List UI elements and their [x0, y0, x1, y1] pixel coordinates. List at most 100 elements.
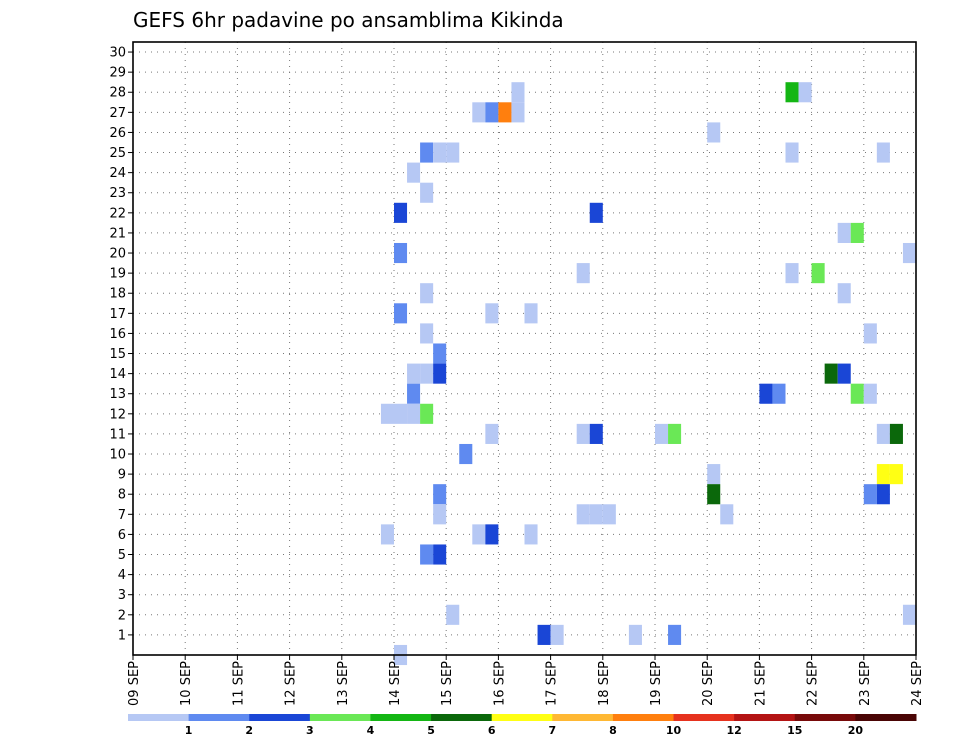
heatmap-cell [850, 222, 864, 243]
heatmap-cell [811, 263, 825, 284]
heatmap-cell [394, 242, 408, 264]
heatmap-cell [576, 504, 590, 525]
heatmap-cell [707, 484, 721, 505]
colorbar-swatch [673, 714, 735, 721]
y-tick-label: 8 [118, 488, 126, 503]
chart-title: GEFS 6hr padavine po ansamblima Kikinda [133, 8, 564, 32]
heatmap-cell [407, 162, 421, 183]
heatmap-cell [380, 524, 394, 545]
y-tick-label: 25 [109, 146, 126, 161]
heatmap-cell [433, 343, 447, 364]
y-tick-label: 16 [109, 327, 126, 342]
heatmap-cell [524, 524, 538, 545]
heatmap-cell [420, 403, 434, 424]
colorbar-swatch [552, 714, 614, 721]
colorbar-swatch [734, 714, 796, 721]
x-tick-label: 15 SEP [440, 661, 455, 706]
colorbar-label: 2 [245, 724, 253, 737]
heatmap-cell [485, 524, 499, 545]
y-tick-label: 17 [109, 307, 126, 322]
heatmap-cell [876, 423, 890, 444]
colorbar-label: 3 [306, 724, 314, 737]
heatmap-cell [720, 504, 734, 525]
heatmap-cell [576, 263, 590, 284]
colorbar-swatch [188, 714, 250, 721]
x-tick-label: 18 SEP [597, 661, 612, 706]
heatmap-cell [837, 222, 851, 243]
x-tick-label: 17 SEP [545, 661, 560, 706]
heatmap-cell [863, 323, 877, 344]
heatmap-cell [850, 383, 864, 404]
colorbar-label: 4 [367, 724, 375, 737]
y-tick-label: 23 [109, 186, 126, 201]
y-tick-label: 18 [109, 287, 126, 302]
y-tick-label: 24 [109, 166, 126, 181]
heatmap-cell [668, 423, 682, 444]
colorbar-label: 6 [488, 724, 496, 737]
colorbar-label: 20 [848, 724, 864, 737]
colorbar-swatch [855, 714, 917, 721]
y-tick-label: 13 [109, 387, 126, 402]
heatmap-cell [550, 624, 564, 645]
heatmap-cell [863, 484, 877, 505]
colorbar: 1 2 3 4 5 6 7 8 10 12 15 20 [128, 714, 917, 737]
colorbar-swatch [612, 714, 675, 721]
heatmap-cell [472, 524, 486, 545]
heatmap-cell [485, 423, 499, 444]
heatmap-cell [407, 383, 421, 404]
x-tick-label: 09 SEP [127, 661, 142, 706]
colorbar-swatch [249, 714, 311, 721]
y-tick-label: 7 [118, 508, 126, 523]
heatmap-cell [863, 383, 877, 404]
heatmap-cell [589, 202, 603, 223]
heatmap-cell [876, 142, 890, 163]
heatmap-cell [707, 122, 721, 143]
heatmap-cell [589, 423, 603, 444]
x-tick-label: 24 SEP [910, 661, 925, 706]
heatmap-cell [380, 403, 394, 424]
x-tick-label: 19 SEP [649, 661, 664, 706]
heatmap-cell [837, 363, 851, 384]
heatmap-cell [511, 82, 525, 103]
heatmap-cell [837, 283, 851, 304]
heatmap-cell [537, 624, 551, 645]
heatmap-cell [772, 383, 786, 404]
y-tick-label: 1 [118, 628, 126, 643]
heatmap-cell [420, 323, 434, 344]
heatmap-cell [798, 82, 812, 103]
y-tick-label: 2 [118, 608, 126, 623]
heatmap-cell [433, 484, 447, 505]
heatmap-cell [420, 363, 434, 384]
heatmap-cell [889, 423, 903, 444]
y-tick-label: 27 [109, 106, 126, 121]
heatmap-cell [785, 263, 799, 284]
heatmap-cell [511, 102, 525, 123]
y-tick-label: 19 [109, 267, 126, 282]
y-tick-label: 9 [118, 468, 126, 483]
colorbar-swatch [491, 714, 553, 721]
heatmap-cell [446, 604, 460, 625]
heatmap-cell [655, 423, 669, 444]
y-tick-label: 5 [118, 548, 126, 563]
heatmap-cell [498, 102, 512, 123]
heatmap-cell [668, 624, 682, 645]
x-tick-label: 21 SEP [753, 661, 768, 706]
heatmap-cell [433, 142, 447, 163]
heatmap-cell [889, 464, 903, 485]
y-tick-label: 30 [109, 46, 126, 61]
colorbar-swatch [794, 714, 856, 721]
y-tick-label: 10 [109, 448, 126, 463]
heatmap-cell [433, 363, 447, 384]
colorbar-label: 8 [609, 724, 617, 737]
colorbar-label: 7 [548, 724, 556, 737]
y-tick-label: 21 [109, 226, 126, 241]
heatmap-cell [785, 142, 799, 163]
heatmap-cell [433, 504, 447, 525]
x-tick-label: 14 SEP [388, 661, 403, 706]
colorbar-label: 5 [427, 724, 435, 737]
heatmap-cell [707, 464, 721, 485]
x-tick-label: 13 SEP [336, 661, 351, 706]
y-tick-label: 11 [109, 427, 126, 442]
y-tick-label: 20 [109, 247, 126, 262]
heatmap-cell [420, 182, 434, 203]
